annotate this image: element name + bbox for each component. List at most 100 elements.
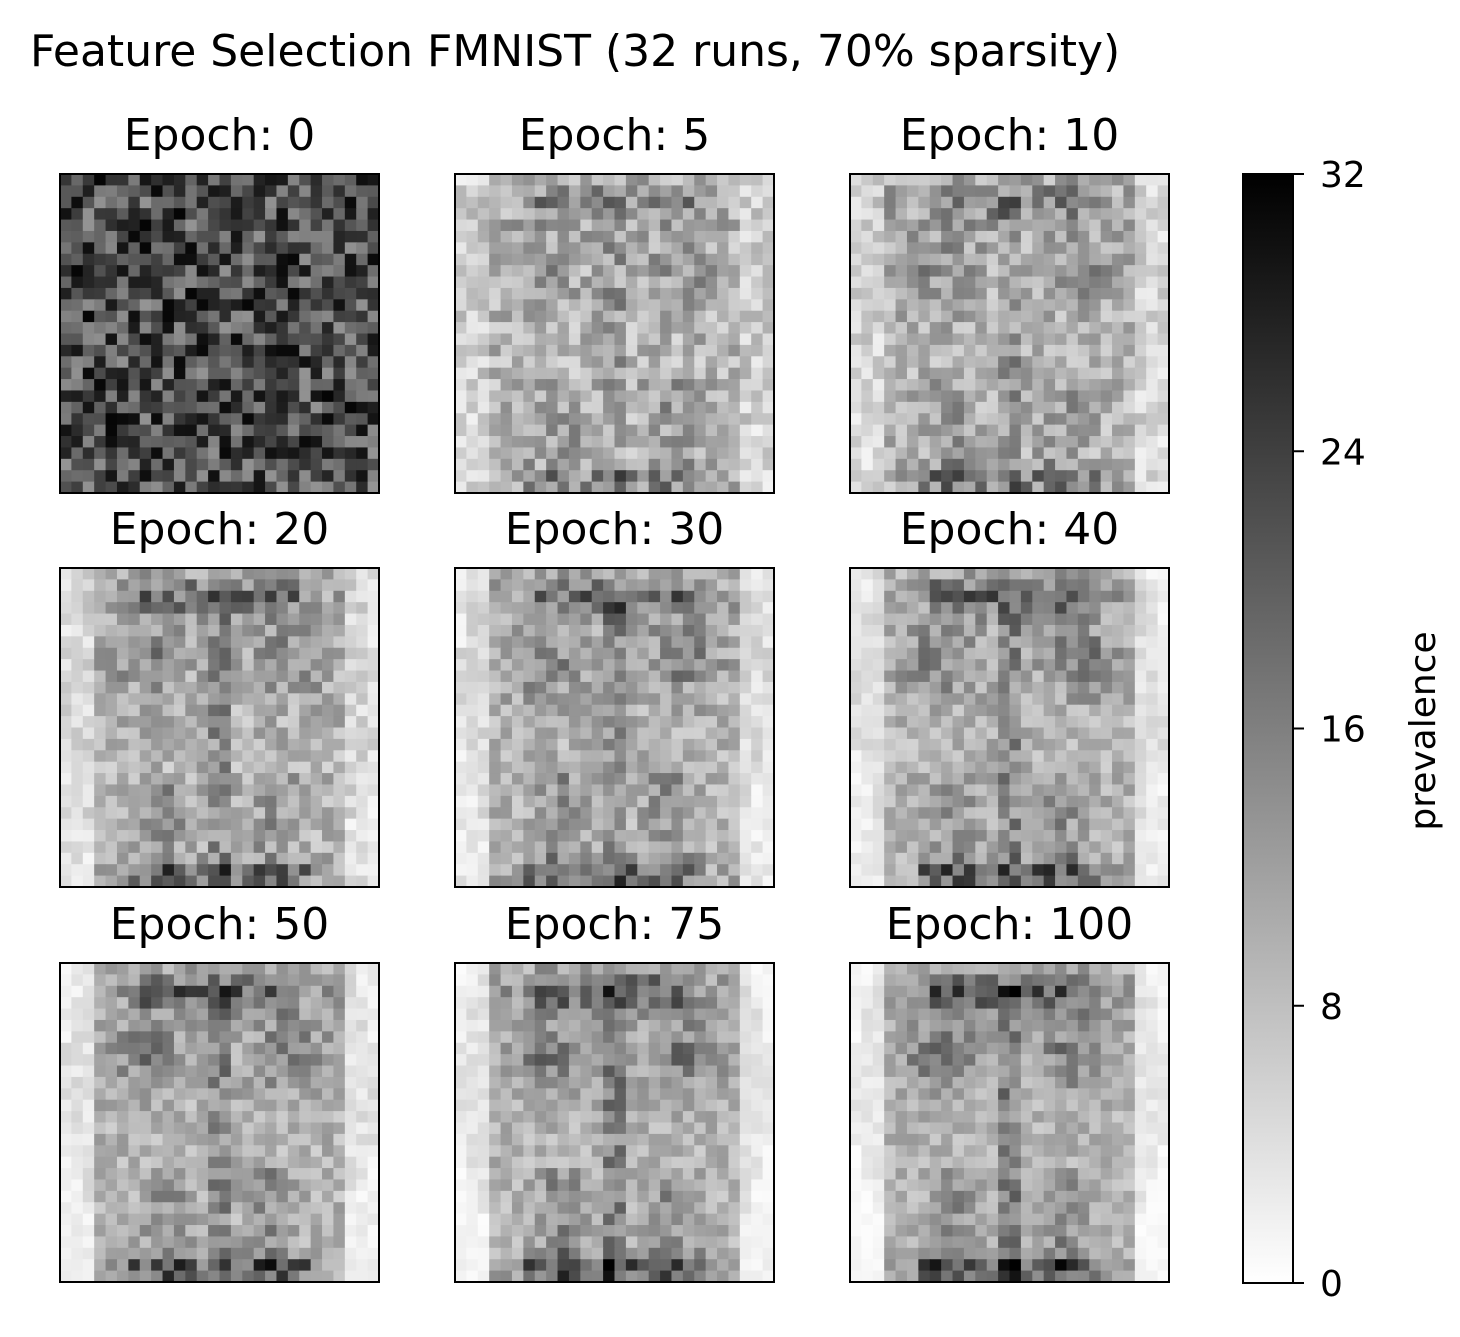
heatmap-cell xyxy=(105,219,118,232)
heatmap-cell xyxy=(682,624,695,637)
heatmap-cell xyxy=(717,704,730,717)
heatmap-cell xyxy=(71,413,84,426)
heatmap-cell xyxy=(648,242,661,255)
heatmap-cell xyxy=(557,738,570,751)
heatmap-cell xyxy=(230,1065,243,1078)
heatmap-cell xyxy=(929,287,942,300)
heatmap-cell xyxy=(1123,716,1136,729)
heatmap-cell xyxy=(1066,841,1079,854)
heatmap-cell xyxy=(477,344,490,357)
heatmap-cell xyxy=(1009,390,1022,403)
heatmap-cell xyxy=(128,636,141,649)
heatmap-cell xyxy=(1032,413,1045,426)
heatmap-cell xyxy=(367,253,380,266)
heatmap-cell xyxy=(906,841,919,854)
heatmap-cell xyxy=(219,704,232,717)
heatmap-cell xyxy=(568,253,581,266)
heatmap-cell xyxy=(963,659,976,672)
heatmap-cell xyxy=(952,807,965,820)
heatmap-cell xyxy=(116,413,129,426)
heatmap-cell xyxy=(660,670,673,683)
heatmap-cell xyxy=(660,390,673,403)
heatmap-cell xyxy=(671,830,684,843)
heatmap-cell xyxy=(367,1019,380,1032)
heatmap-cell xyxy=(671,750,684,763)
heatmap-cell xyxy=(1112,185,1125,198)
heatmap-cell xyxy=(151,841,164,854)
heatmap-cell xyxy=(276,219,289,232)
heatmap-cell xyxy=(694,773,707,786)
heatmap-cell xyxy=(1055,174,1068,186)
heatmap-cell xyxy=(71,681,84,694)
heatmap-cell xyxy=(500,253,513,266)
heatmap-cell xyxy=(162,333,175,346)
heatmap-cell xyxy=(219,670,232,683)
heatmap-cell xyxy=(637,795,650,808)
heatmap-cell xyxy=(739,590,752,603)
heatmap-cell xyxy=(963,818,976,831)
heatmap-cell xyxy=(580,299,593,312)
heatmap-cell xyxy=(941,208,954,221)
heatmap-cell xyxy=(603,704,616,717)
heatmap-cell xyxy=(455,322,467,335)
heatmap-cell xyxy=(895,841,908,854)
heatmap-cell xyxy=(751,424,764,437)
heatmap-cell xyxy=(895,624,908,637)
heatmap-cell xyxy=(705,602,718,615)
heatmap-cell xyxy=(310,602,323,615)
heatmap-cell xyxy=(941,299,954,312)
heatmap-cell xyxy=(1043,230,1056,243)
heatmap-cell xyxy=(356,208,369,221)
heatmap-cell xyxy=(151,379,164,392)
heatmap-cell xyxy=(952,310,965,323)
heatmap-cell xyxy=(660,590,673,603)
heatmap-cell xyxy=(173,681,186,694)
heatmap-cell xyxy=(151,276,164,289)
heatmap-cell xyxy=(975,830,988,843)
heatmap-cell xyxy=(614,761,627,774)
heatmap-cell xyxy=(105,830,118,843)
heatmap-cell xyxy=(986,681,999,694)
heatmap-cell xyxy=(71,265,84,278)
heatmap-cell xyxy=(682,704,695,717)
heatmap-cell xyxy=(511,875,524,888)
heatmap-cell xyxy=(906,750,919,763)
heatmap-cell xyxy=(557,795,570,808)
heatmap-cell xyxy=(884,773,897,786)
heatmap-cell xyxy=(1089,784,1102,797)
heatmap-cell xyxy=(850,693,862,706)
heatmap-cell xyxy=(1134,230,1147,243)
heatmap-cell xyxy=(850,579,862,592)
heatmap-cell xyxy=(105,864,118,877)
heatmap-cell xyxy=(872,841,885,854)
heatmap-cell xyxy=(105,470,118,483)
heatmap-cell xyxy=(568,773,581,786)
heatmap-cell xyxy=(861,875,874,888)
heatmap-cell xyxy=(929,852,942,865)
heatmap-cell xyxy=(162,1008,175,1021)
heatmap-cell xyxy=(1123,356,1136,369)
heatmap-cell xyxy=(344,174,357,186)
heatmap-cell xyxy=(356,670,369,683)
heatmap-cell xyxy=(185,356,198,369)
heatmap-cell xyxy=(344,219,357,232)
heatmap-cell xyxy=(1134,693,1147,706)
heatmap-cell xyxy=(367,424,380,437)
heatmap-cell xyxy=(1032,458,1045,471)
heatmap-cell xyxy=(196,875,209,888)
heatmap-cell xyxy=(116,356,129,369)
heatmap-cell xyxy=(850,208,862,221)
heatmap-cell xyxy=(918,624,931,637)
heatmap-cell xyxy=(1134,276,1147,289)
heatmap-cell xyxy=(861,647,874,660)
heatmap-cell xyxy=(1089,208,1102,221)
heatmap-cell xyxy=(105,636,118,649)
heatmap-cell xyxy=(568,864,581,877)
heatmap-cell xyxy=(762,458,775,471)
heatmap-cell xyxy=(694,590,707,603)
heatmap-cell xyxy=(60,624,72,637)
heatmap-cell xyxy=(1077,470,1090,483)
heatmap-cell xyxy=(850,470,862,483)
heatmap-cell xyxy=(861,287,874,300)
heatmap-cell xyxy=(208,761,221,774)
